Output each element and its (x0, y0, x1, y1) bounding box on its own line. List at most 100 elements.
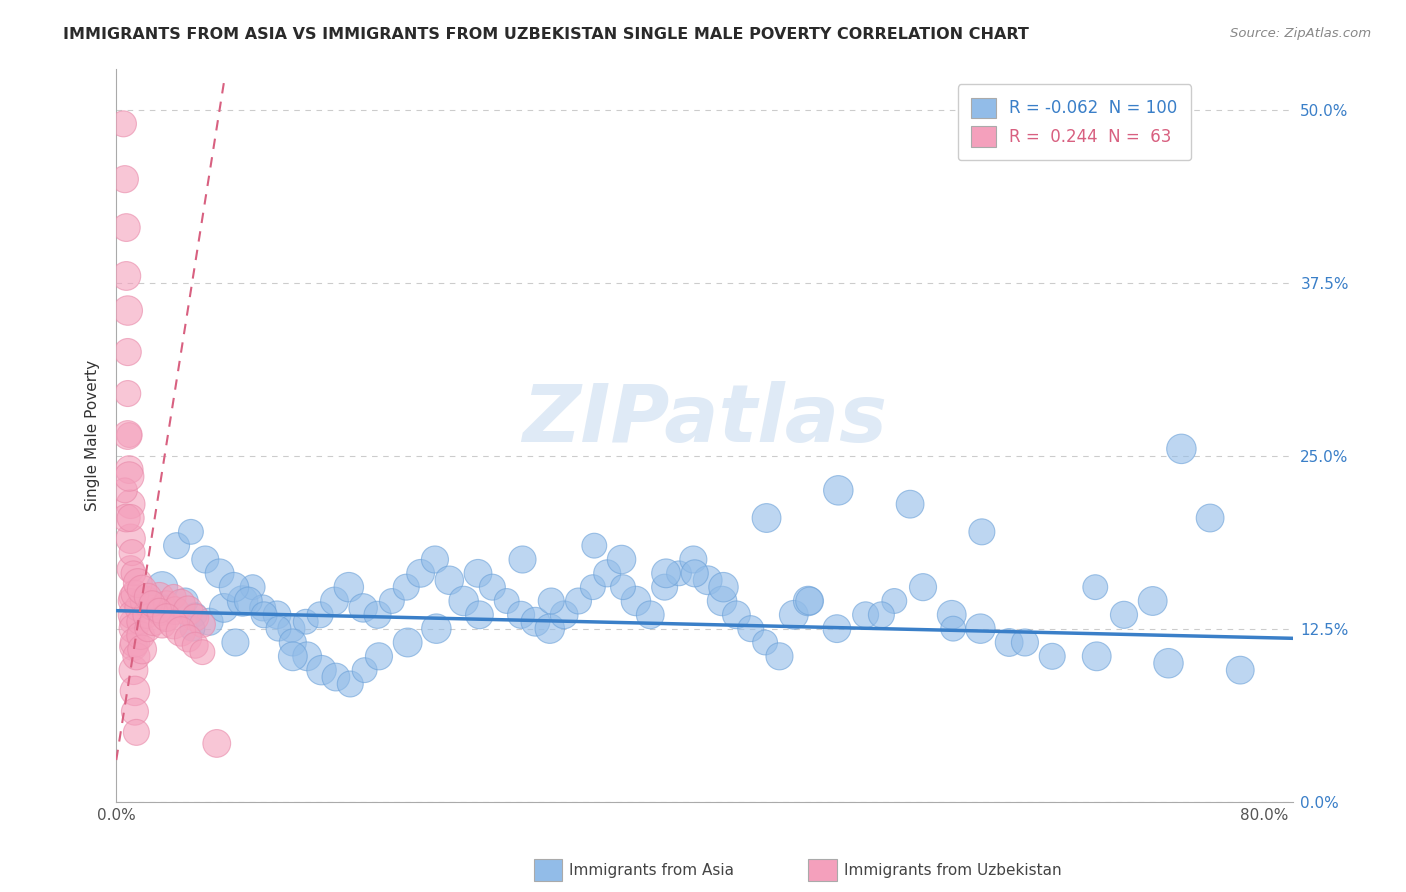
Point (467, 566, 489, 581)
Point (127, 576, 149, 591)
Point (970, 524, 993, 539)
Point (825, 622, 848, 636)
Point (163, 590, 186, 604)
Point (998, 635, 1021, 649)
Point (129, 629, 152, 643)
Point (131, 642, 153, 657)
Point (148, 604, 170, 618)
Point (439, 574, 461, 588)
Point (612, 580, 634, 594)
Point (122, 622, 145, 636)
Point (713, 580, 735, 594)
Point (120, 511, 142, 525)
Point (118, 462, 141, 476)
Text: Immigrants from Asia: Immigrants from Asia (569, 863, 734, 878)
Point (1085, 649, 1108, 664)
Point (281, 635, 304, 649)
Point (232, 594, 254, 608)
Point (339, 677, 361, 691)
Point (120, 562, 142, 576)
Point (610, 552, 633, 566)
Point (1142, 594, 1164, 608)
Point (184, 638, 207, 652)
Point (115, 220, 138, 235)
Text: Immigrants from Uzbekistan: Immigrants from Uzbekistan (844, 863, 1062, 878)
Point (115, 511, 138, 525)
Point (205, 736, 228, 750)
Point (115, 268, 138, 283)
Point (799, 594, 821, 608)
Point (682, 552, 704, 566)
Point (396, 635, 419, 649)
Point (177, 632, 200, 646)
Point (170, 624, 193, 639)
Point (120, 497, 142, 511)
Point (117, 386, 139, 401)
Point (797, 594, 820, 608)
Point (325, 670, 347, 684)
Point (311, 663, 333, 677)
Point (135, 607, 157, 622)
Point (512, 552, 534, 566)
Point (114, 172, 136, 186)
Y-axis label: Single Male Poverty: Single Male Poverty (86, 359, 100, 510)
Point (395, 580, 418, 594)
Point (117, 345, 139, 359)
Point (596, 566, 619, 581)
Point (654, 580, 676, 594)
Point (118, 469, 141, 483)
Point (124, 587, 146, 601)
Point (121, 607, 143, 622)
Point (655, 566, 678, 581)
Point (191, 617, 214, 632)
Point (136, 590, 159, 604)
Point (124, 705, 146, 719)
Point (1170, 442, 1192, 456)
Point (468, 607, 491, 622)
Point (141, 601, 163, 615)
Point (148, 590, 170, 604)
Point (911, 580, 934, 594)
Point (323, 594, 346, 608)
Point (624, 594, 647, 608)
Point (155, 597, 177, 611)
Point (353, 663, 375, 677)
Point (309, 607, 332, 622)
Point (453, 594, 475, 608)
Point (668, 566, 690, 581)
Text: IMMIGRANTS FROM ASIA VS IMMIGRANTS FROM UZBEKISTAN SINGLE MALE POVERTY CORRELATI: IMMIGRANTS FROM ASIA VS IMMIGRANTS FROM … (63, 27, 1029, 42)
Point (1157, 657, 1180, 671)
Legend: R = -0.062  N = 100, R =  0.244  N =  63: R = -0.062 N = 100, R = 0.244 N = 63 (957, 84, 1191, 160)
Point (238, 594, 260, 608)
Point (755, 511, 778, 525)
Point (122, 663, 145, 677)
Point (112, 117, 135, 131)
Point (142, 615, 165, 629)
Point (181, 622, 204, 636)
Point (524, 615, 547, 629)
Point (122, 640, 145, 654)
Point (295, 649, 318, 664)
Point (768, 649, 790, 664)
Point (120, 532, 142, 546)
Point (127, 601, 149, 615)
Point (266, 607, 288, 622)
Point (136, 622, 159, 636)
Point (242, 580, 264, 594)
Point (152, 601, 174, 615)
Point (128, 615, 150, 629)
Point (540, 594, 562, 608)
Point (136, 594, 159, 608)
Point (281, 649, 304, 664)
Point (1084, 580, 1107, 594)
Point (969, 622, 991, 636)
Point (149, 604, 172, 618)
Point (124, 635, 146, 649)
Point (696, 574, 718, 588)
Point (253, 607, 276, 622)
Point (184, 607, 207, 622)
Point (118, 428, 141, 442)
Point (124, 684, 146, 698)
Point (117, 428, 139, 442)
Point (131, 582, 153, 597)
